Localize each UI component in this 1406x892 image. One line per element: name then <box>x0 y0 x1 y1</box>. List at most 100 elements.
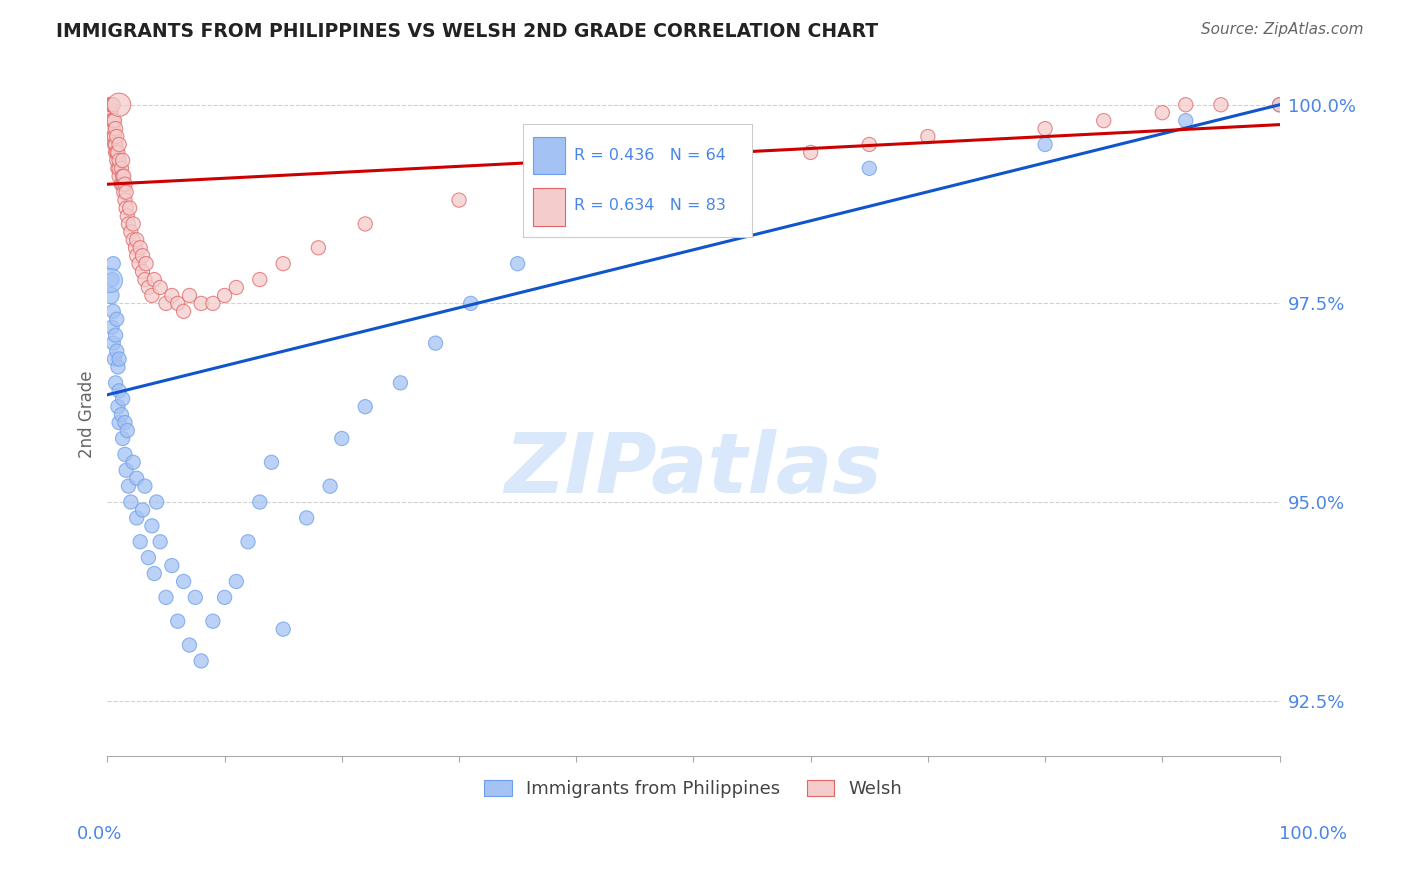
Text: ZIPatlas: ZIPatlas <box>505 429 883 510</box>
Point <box>104 376 127 390</box>
Point <box>201 614 224 628</box>
Point <box>138 550 160 565</box>
Point <box>145 495 167 509</box>
Y-axis label: 2nd Grade: 2nd Grade <box>79 371 96 458</box>
Point <box>184 591 207 605</box>
Point <box>149 534 172 549</box>
Point <box>249 495 271 509</box>
Point <box>330 432 353 446</box>
Point <box>125 233 148 247</box>
Point <box>143 272 166 286</box>
Point <box>100 105 122 120</box>
Point <box>108 351 131 366</box>
Point <box>103 257 125 271</box>
Point <box>1033 137 1056 152</box>
Point <box>166 614 188 628</box>
Point <box>107 359 129 374</box>
Point <box>179 638 201 652</box>
Point <box>271 257 294 271</box>
Point <box>138 280 160 294</box>
Legend: Immigrants from Philippines, Welsh: Immigrants from Philippines, Welsh <box>477 772 910 805</box>
Point <box>117 424 139 438</box>
Point <box>107 161 129 176</box>
Point <box>101 272 124 286</box>
Point <box>131 265 153 279</box>
Point <box>225 574 247 589</box>
Point <box>173 574 195 589</box>
Text: 100.0%: 100.0% <box>1279 825 1347 843</box>
Point <box>104 328 127 343</box>
Point <box>460 296 482 310</box>
Point <box>249 272 271 286</box>
Text: Source: ZipAtlas.com: Source: ZipAtlas.com <box>1201 22 1364 37</box>
Point <box>236 534 259 549</box>
Point <box>565 217 588 231</box>
Point <box>155 296 177 310</box>
Point <box>190 296 212 310</box>
Point <box>105 344 128 359</box>
Point <box>143 566 166 581</box>
Point <box>149 280 172 294</box>
Point <box>104 145 127 160</box>
Point <box>122 455 145 469</box>
Point <box>107 145 129 160</box>
Point <box>103 336 125 351</box>
Point <box>103 129 125 144</box>
Point <box>98 105 121 120</box>
Point <box>125 249 148 263</box>
Point <box>114 416 136 430</box>
Point <box>104 121 127 136</box>
Point <box>110 161 132 176</box>
Point <box>98 97 121 112</box>
Text: IMMIGRANTS FROM PHILIPPINES VS WELSH 2ND GRADE CORRELATION CHART: IMMIGRANTS FROM PHILIPPINES VS WELSH 2ND… <box>56 22 879 41</box>
Point <box>1174 113 1197 128</box>
Point <box>565 178 588 192</box>
Point <box>108 416 131 430</box>
Point <box>117 479 139 493</box>
Point <box>108 153 131 168</box>
Point <box>111 169 134 184</box>
Point <box>111 432 134 446</box>
Point <box>1209 97 1232 112</box>
Point <box>128 257 150 271</box>
Point <box>135 257 157 271</box>
Point <box>103 97 125 112</box>
Point <box>112 169 135 184</box>
Point <box>858 161 880 176</box>
Point <box>103 304 125 318</box>
Point <box>107 400 129 414</box>
Point <box>103 121 125 136</box>
Point <box>101 320 124 334</box>
Point <box>354 400 377 414</box>
Point <box>101 97 124 112</box>
Point <box>120 495 142 509</box>
Point <box>112 185 135 199</box>
Point <box>122 233 145 247</box>
Point <box>1152 105 1174 120</box>
Point <box>131 249 153 263</box>
Point <box>160 558 183 573</box>
Point <box>319 479 342 493</box>
Point <box>114 447 136 461</box>
Point <box>118 201 141 215</box>
Point <box>122 217 145 231</box>
Point <box>117 217 139 231</box>
Point <box>117 209 139 223</box>
Point <box>103 113 125 128</box>
Point <box>179 288 201 302</box>
Point <box>800 145 823 160</box>
Point <box>108 97 131 112</box>
Point <box>108 384 131 398</box>
Point <box>104 137 127 152</box>
Text: 0.0%: 0.0% <box>77 825 122 843</box>
Point <box>105 129 128 144</box>
Point <box>125 511 148 525</box>
Point <box>141 288 163 302</box>
Point <box>124 241 146 255</box>
Point <box>110 178 132 192</box>
Point <box>108 169 131 184</box>
Point <box>103 129 125 144</box>
Point <box>105 153 128 168</box>
Point <box>1268 97 1291 112</box>
Point <box>100 113 122 128</box>
